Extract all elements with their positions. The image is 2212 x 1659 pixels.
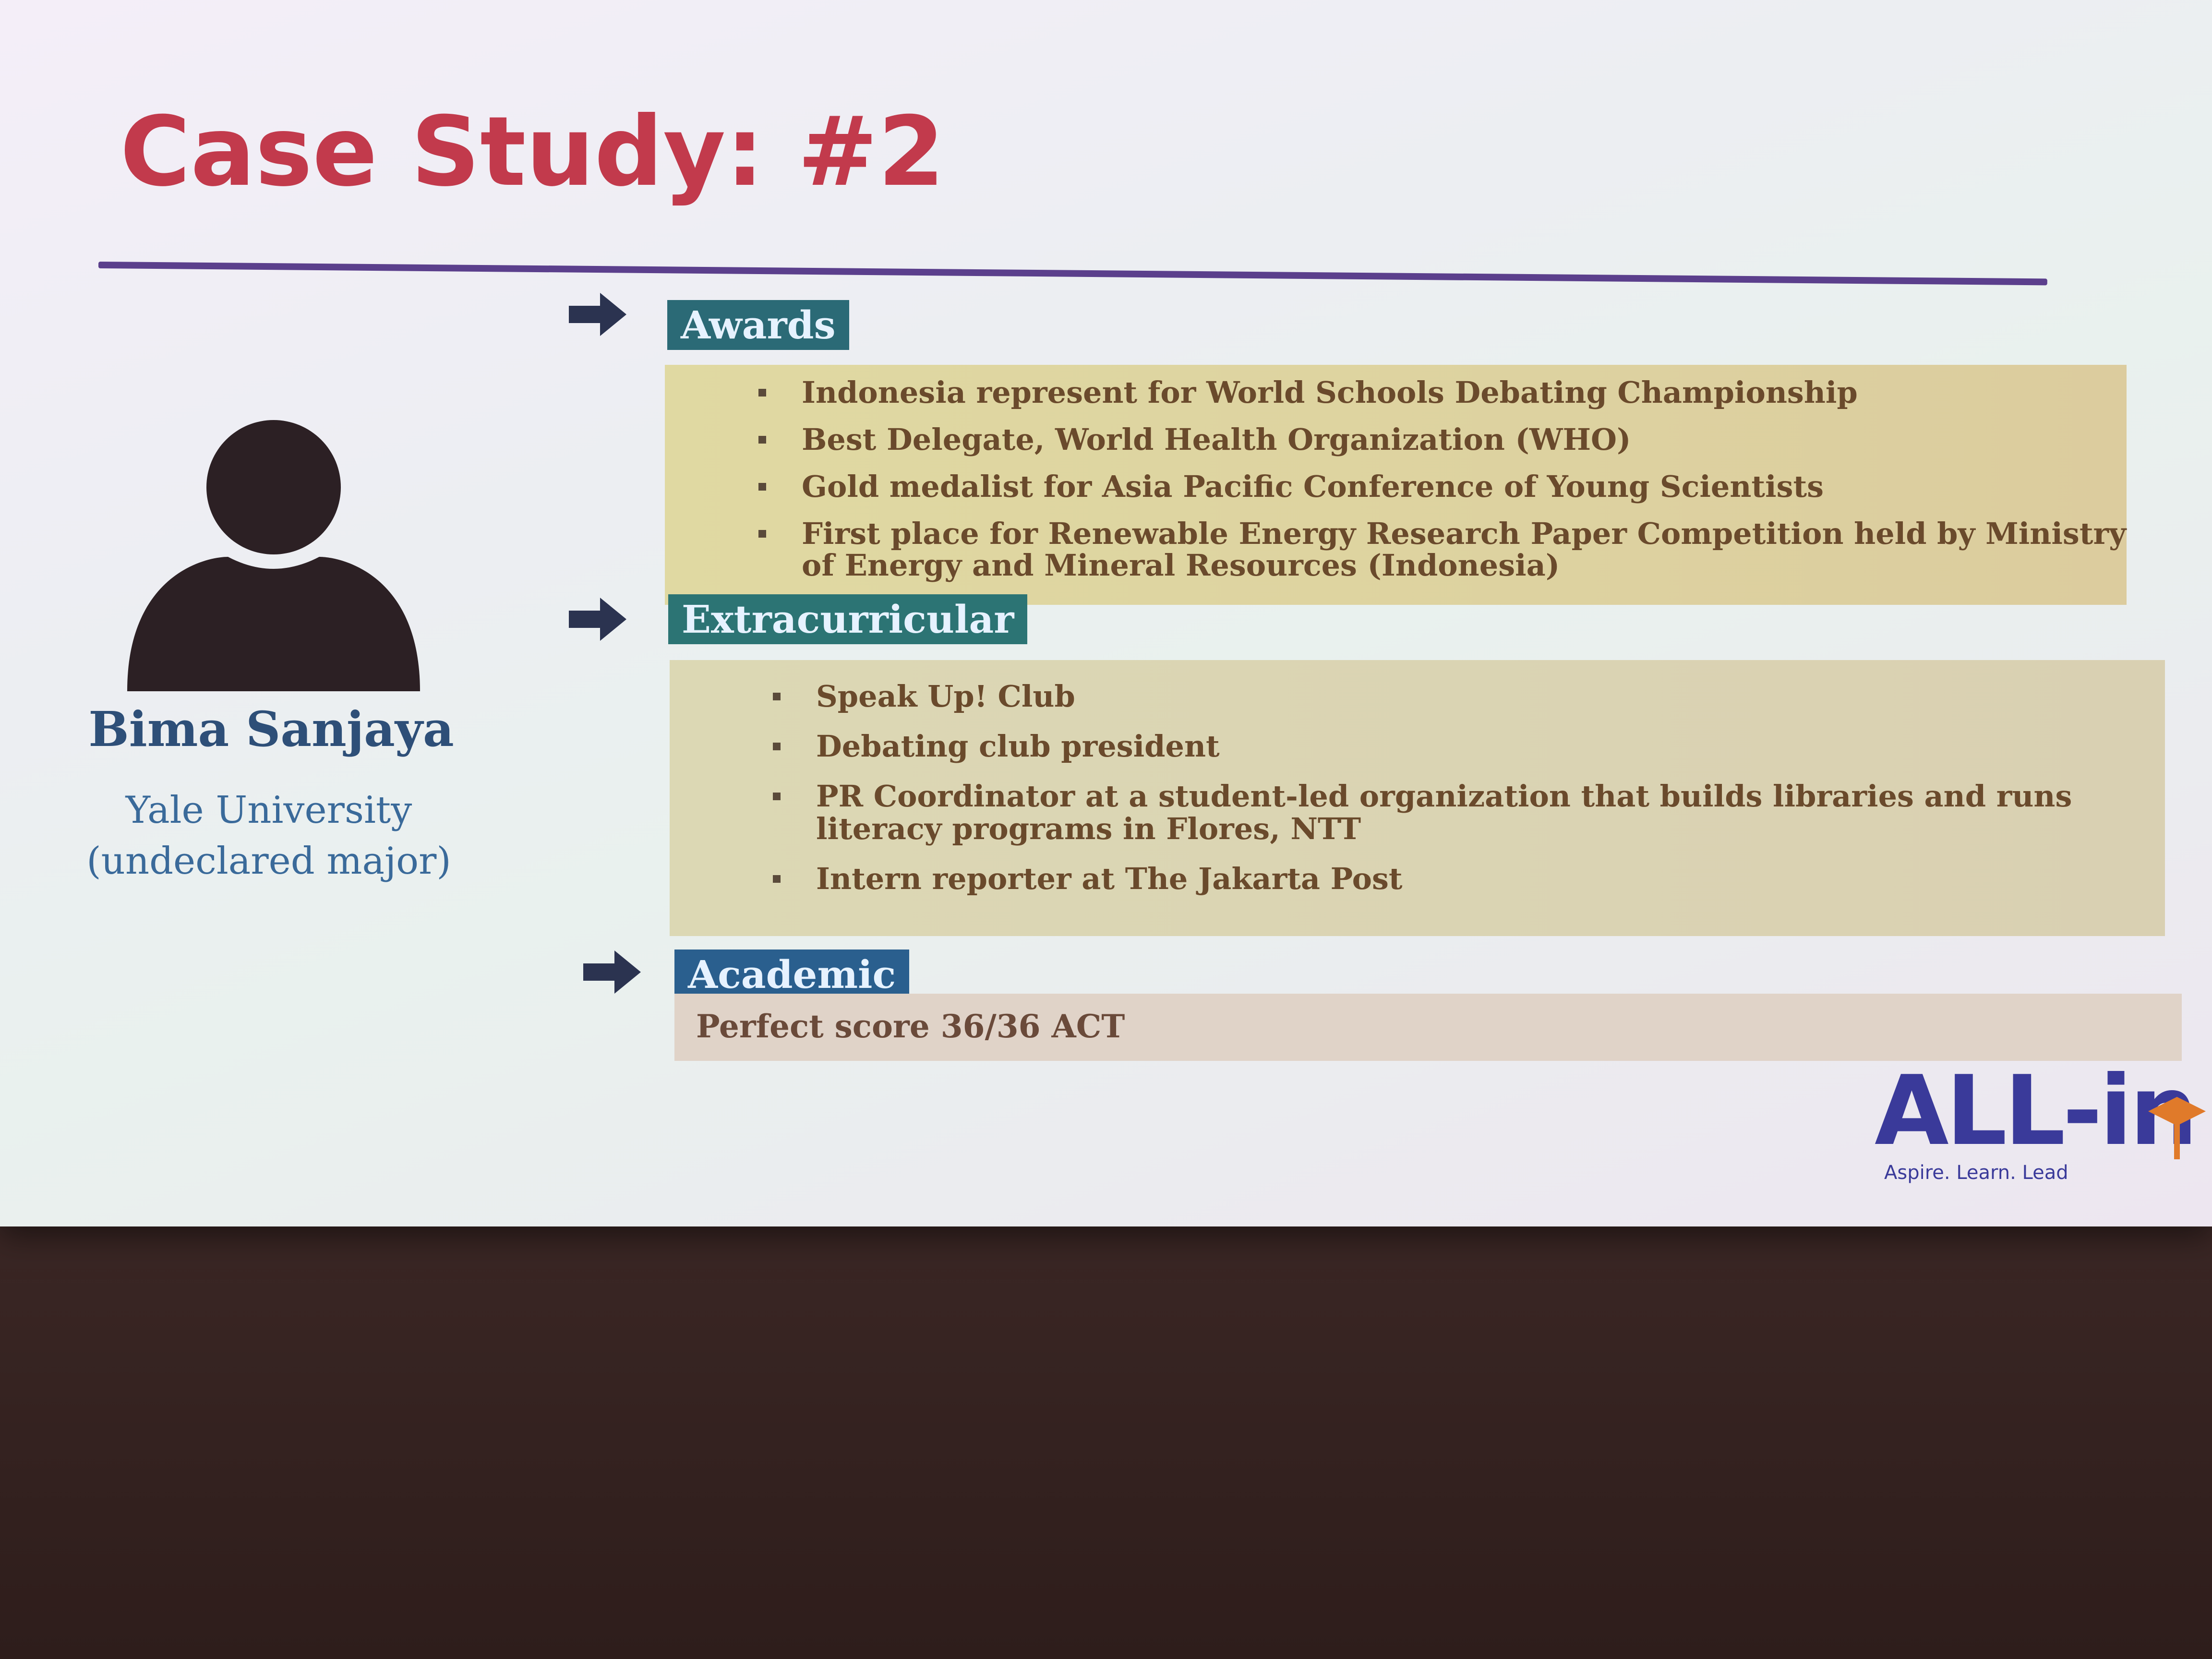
- person-school-line1: Yale University: [125, 789, 412, 832]
- extracurricular-label: Extracurricular: [668, 594, 1028, 644]
- academic-box: Perfect score 36/36 ACT: [674, 994, 2182, 1061]
- slide-title: Case Study: #2: [120, 96, 945, 208]
- list-item: Speak Up! Club: [773, 679, 2072, 714]
- list-item: Gold medalist for Asia Pacific Conferenc…: [758, 469, 2126, 504]
- list-item: Best Delegate, World Health Organization…: [758, 422, 2126, 457]
- list-item-continuation: literacy programs in Flores, NTT: [816, 811, 1361, 846]
- arrow-right-icon: [583, 950, 641, 994]
- academic-text: Perfect score 36/36 ACT: [696, 1008, 1125, 1045]
- logo-text: ALL-in: [1875, 1055, 2198, 1167]
- list-item: Debating club president: [773, 729, 2072, 764]
- awards-label: Awards: [667, 300, 849, 350]
- list-item: Intern reporter at The Jakarta Post: [773, 862, 2072, 896]
- extracurricular-box: Speak Up! Club Debating club president P…: [670, 660, 2165, 936]
- all-in-logo: ALL-in Aspire. Learn. Lead: [1875, 1058, 2211, 1193]
- list-item: First place for Renewable Energy Researc…: [758, 517, 2126, 551]
- logo-tagline: Aspire. Learn. Lead: [1884, 1162, 2068, 1184]
- list-item: Indonesia represent for World Schools De…: [758, 375, 2126, 410]
- graduation-cap-icon: [2148, 1097, 2206, 1159]
- title-divider: [98, 262, 2047, 286]
- awards-list: Indonesia represent for World Schools De…: [758, 375, 2126, 595]
- awards-box: Indonesia represent for World Schools De…: [665, 365, 2127, 605]
- person-school: Yale University (undeclared major): [38, 785, 499, 887]
- person-name: Bima Sanjaya: [88, 701, 454, 757]
- person-silhouette-icon: [127, 420, 420, 691]
- academic-label: Academic: [674, 950, 910, 999]
- projected-slide: Case Study: #2 Bima Sanjaya Yale Univers…: [0, 0, 2212, 1226]
- extracurricular-list: Speak Up! Club Debating club president P…: [773, 679, 2072, 912]
- person-school-line2: (undeclared major): [86, 840, 451, 883]
- list-item-continuation: of Energy and Mineral Resources (Indones…: [802, 548, 1560, 583]
- arrow-right-icon: [569, 293, 626, 336]
- arrow-right-icon: [569, 598, 626, 641]
- list-item: PR Coordinator at a student-led organiza…: [773, 779, 2072, 814]
